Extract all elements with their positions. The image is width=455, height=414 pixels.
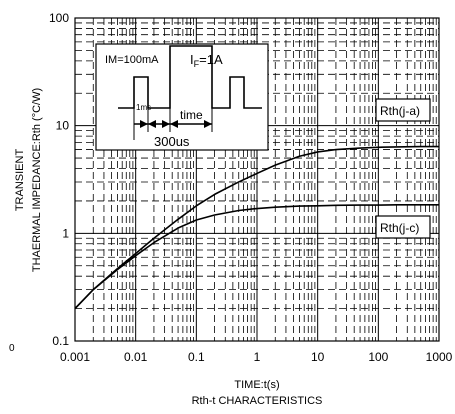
chart-caption: Rth-t CHARACTERISTICS bbox=[192, 395, 323, 407]
inset-pulse-label: 1ms bbox=[136, 103, 151, 112]
inset-if-label: IF=1A bbox=[190, 52, 223, 69]
inset-arrow-4 bbox=[170, 120, 178, 128]
y-tick-labels: 0.1 1 10 100 bbox=[49, 11, 69, 348]
legend-rth-ja: Rth(j-a) bbox=[375, 98, 431, 122]
inset-im-label: IM=100mA bbox=[105, 54, 159, 66]
y-axis-label-line1: TRANSIENT bbox=[14, 149, 26, 212]
x-tick-label: 100 bbox=[368, 350, 388, 364]
inset-waveform: IM=100mA IF=1A 1ms time 300us bbox=[95, 43, 269, 151]
x-tick-label: 1 bbox=[254, 350, 261, 364]
inset-box bbox=[95, 43, 269, 151]
legend-rth-jc: Rth(j-c) bbox=[375, 215, 431, 239]
plot-frame bbox=[74, 17, 440, 342]
y-tick-label: 0.1 bbox=[52, 334, 69, 348]
y-tick-label: 100 bbox=[49, 11, 69, 25]
x-tick-label: 0.01 bbox=[124, 350, 148, 364]
y-tick-label: 1 bbox=[62, 226, 69, 240]
stray-label: 0 bbox=[9, 343, 15, 354]
legend-rth-jc-label: Rth(j-c) bbox=[380, 221, 419, 235]
inset-arrow-5 bbox=[204, 120, 212, 128]
x-tick-label: 0.1 bbox=[188, 350, 205, 364]
inset-arrow-1 bbox=[140, 120, 148, 128]
x-tick-label: 1000 bbox=[426, 350, 453, 364]
series-line-0 bbox=[74, 145, 439, 310]
inset-pulse-wave bbox=[118, 45, 262, 109]
inset-arrow-2 bbox=[148, 120, 156, 128]
x-axis-label: TIME:t(s) bbox=[234, 379, 279, 391]
legend-rth-ja-label: Rth(j-a) bbox=[380, 104, 420, 118]
inset-arrow-3 bbox=[162, 120, 170, 128]
x-tick-label: 0.001 bbox=[60, 350, 90, 364]
curves bbox=[74, 145, 439, 310]
x-tick-label: 10 bbox=[311, 350, 325, 364]
y-tick-label: 10 bbox=[56, 119, 70, 133]
inset-time-label: time bbox=[180, 108, 203, 122]
y-axis-label-line2: THAERMAL IMPEDANCE:Rth (°C/W) bbox=[31, 88, 43, 272]
x-tick-labels: 0.001 0.01 0.1 1 10 100 1000 bbox=[60, 350, 453, 364]
inset-period-label: 300us bbox=[154, 134, 190, 149]
series-line-1 bbox=[74, 204, 439, 310]
